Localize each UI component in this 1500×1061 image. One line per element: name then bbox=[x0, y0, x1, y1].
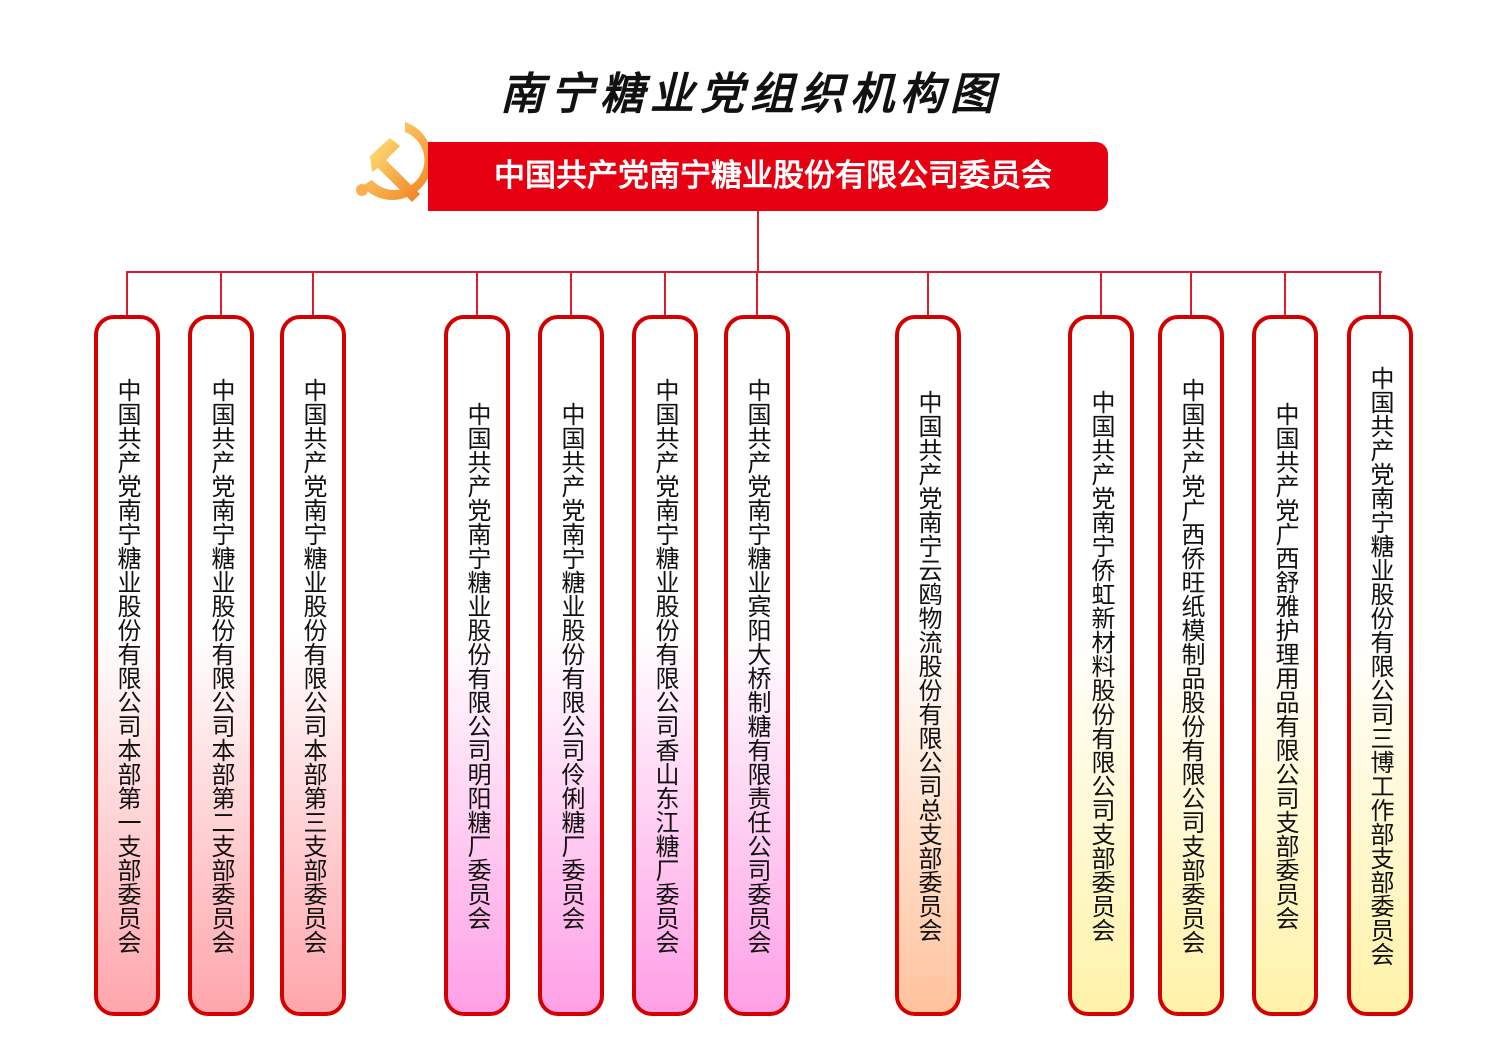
branch-label: 中国共产党南宁糖业宾阳大桥制糖有限责任公司委员会 bbox=[743, 377, 771, 954]
branch-committee[interactable]: 中国共产党南宁侨虹新材料股份有限公司支部委员会 bbox=[1068, 315, 1134, 1016]
connector-branch bbox=[1100, 272, 1102, 316]
branch-committee[interactable]: 中国共产党南宁云鸥物流股份有限公司总支部委员会 bbox=[895, 315, 961, 1016]
connector-branch bbox=[126, 272, 128, 316]
branch-label: 中国共产党南宁糖业股份有限公司本部第三支部委员会 bbox=[299, 377, 327, 954]
branch-label: 中国共产党广西舒雅护理用品有限公司支部委员会 bbox=[1271, 401, 1299, 930]
branch-committee[interactable]: 中国共产党广西侨旺纸模制品股份有限公司支部委员会 bbox=[1158, 315, 1224, 1016]
branch-label: 中国共产党南宁云鸥物流股份有限公司总支部委员会 bbox=[914, 389, 942, 942]
connector-branch bbox=[220, 272, 222, 316]
branch-label: 中国共产党南宁糖业股份有限公司三博工作部支部委员会 bbox=[1366, 365, 1394, 966]
branch-label: 中国共产党南宁侨虹新材料股份有限公司支部委员会 bbox=[1087, 389, 1115, 942]
branch-committee[interactable]: 中国共产党南宁糖业股份有限公司伶俐糖厂委员会 bbox=[538, 315, 604, 1016]
connector-root bbox=[757, 211, 759, 273]
connector-branch bbox=[570, 272, 572, 316]
page-title: 南宁糖业党组织机构图 bbox=[500, 69, 1000, 120]
connector-branch bbox=[1379, 272, 1381, 316]
connector-branch bbox=[927, 272, 929, 316]
branch-committee[interactable]: 中国共产党南宁糖业股份有限公司本部第三支部委员会 bbox=[280, 315, 346, 1016]
connector-branch bbox=[664, 272, 666, 316]
branch-label: 中国共产党南宁糖业股份有限公司香山东江糖厂委员会 bbox=[651, 377, 679, 954]
branch-committee[interactable]: 中国共产党南宁糖业股份有限公司本部第一支部委员会 bbox=[94, 315, 160, 1016]
root-committee[interactable]: 中国共产党南宁糖业股份有限公司委员会 bbox=[428, 142, 1108, 211]
connector-branch bbox=[1284, 272, 1286, 316]
branch-committee[interactable]: 中国共产党南宁糖业股份有限公司香山东江糖厂委员会 bbox=[632, 315, 698, 1016]
branch-committee[interactable]: 中国共产党南宁糖业股份有限公司本部第二支部委员会 bbox=[188, 315, 254, 1016]
branch-committee[interactable]: 中国共产党南宁糖业宾阳大桥制糖有限责任公司委员会 bbox=[724, 315, 790, 1016]
branch-label: 中国共产党南宁糖业股份有限公司本部第二支部委员会 bbox=[207, 377, 235, 954]
branch-label: 中国共产党南宁糖业股份有限公司伶俐糖厂委员会 bbox=[557, 401, 585, 930]
branch-label: 中国共产党广西侨旺纸模制品股份有限公司支部委员会 bbox=[1177, 377, 1205, 954]
branch-committee[interactable]: 中国共产党南宁糖业股份有限公司明阳糖厂委员会 bbox=[444, 315, 510, 1016]
party-emblem-icon bbox=[356, 122, 433, 202]
connector-branch bbox=[756, 272, 758, 316]
connector-branch bbox=[476, 272, 478, 316]
connector-branch bbox=[312, 272, 314, 316]
connector-horizontal bbox=[126, 271, 1382, 273]
connector-branch bbox=[1190, 272, 1192, 316]
branch-label: 中国共产党南宁糖业股份有限公司本部第一支部委员会 bbox=[113, 377, 141, 954]
branch-committee[interactable]: 中国共产党南宁糖业股份有限公司三博工作部支部委员会 bbox=[1347, 315, 1413, 1016]
branch-committee[interactable]: 中国共产党广西舒雅护理用品有限公司支部委员会 bbox=[1252, 315, 1318, 1016]
branch-label: 中国共产党南宁糖业股份有限公司明阳糖厂委员会 bbox=[463, 401, 491, 930]
